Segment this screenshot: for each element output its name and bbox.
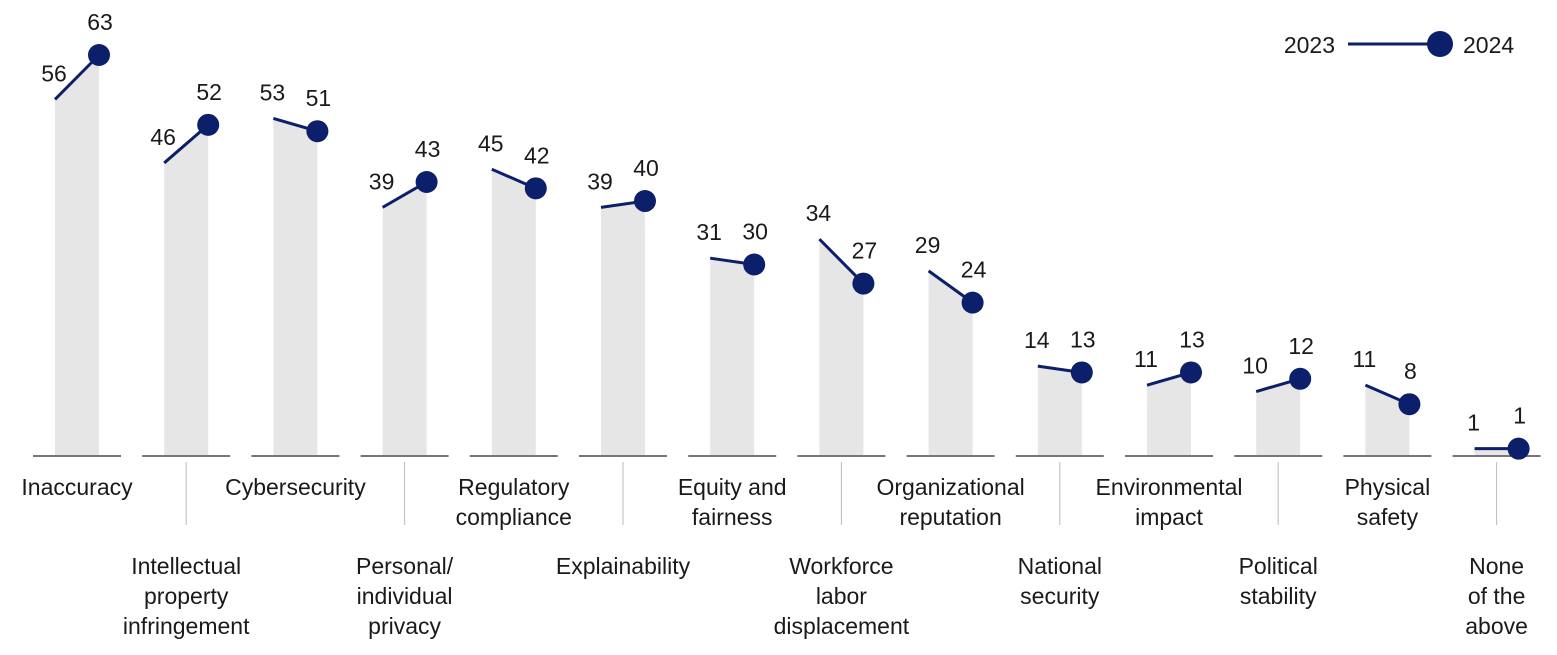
category-label-3-1: individual [357, 583, 453, 609]
legend-label-2024: 2024 [1463, 32, 1514, 58]
category-label-10-0: Environmental [1095, 474, 1242, 500]
series-lines-layer [53, 44, 1530, 460]
category-label-8-0: Organizational [876, 474, 1024, 500]
value-label-2023-12: 11 [1352, 346, 1376, 372]
value-label-2024-13: 1 [1513, 403, 1526, 429]
axis-layer [33, 455, 1541, 525]
category-label-3-0: Personal/ [356, 553, 454, 579]
legend-label-2023: 2023 [1284, 32, 1335, 58]
value-label-2023-5: 39 [587, 168, 613, 194]
category-label-1-1: property [144, 583, 229, 609]
bars-layer [55, 55, 1519, 456]
point-2024-5 [634, 190, 656, 213]
point-2024-7 [852, 272, 875, 295]
category-label-5-0: Explainability [556, 553, 691, 579]
point-2024-6 [743, 253, 766, 276]
category-label-9-1: security [1020, 583, 1100, 609]
category-label-13-1: of the [1468, 583, 1526, 609]
value-label-2024-2: 51 [306, 85, 332, 111]
category-label-3-2: privacy [368, 613, 441, 639]
bar-7 [819, 239, 864, 455]
category-label-12-1: safety [1357, 504, 1419, 530]
value-label-2024-3: 43 [415, 136, 441, 162]
point-2024-4 [524, 177, 547, 200]
category-label-8-1: reputation [899, 504, 1001, 530]
value-label-2023-8: 29 [915, 232, 941, 258]
value-label-2023-2: 53 [260, 79, 286, 105]
category-label-0-0: Inaccuracy [21, 474, 133, 500]
category-label-6-0: Equity and [678, 474, 787, 500]
value-label-2023-1: 46 [150, 124, 176, 150]
value-label-2024-8: 24 [961, 257, 987, 283]
point-2024-10 [1180, 361, 1202, 384]
bar-3 [382, 181, 427, 455]
category-label-4-0: Regulatory [458, 474, 570, 500]
bar-8 [928, 270, 973, 455]
value-label-2024-12: 8 [1404, 358, 1417, 384]
point-2024-8 [961, 291, 984, 314]
bar-5 [601, 201, 645, 455]
point-2024-13 [1507, 437, 1530, 460]
category-label-1-0: Intellectual [131, 553, 241, 579]
value-label-2023-9: 14 [1024, 327, 1050, 353]
category-label-12-0: Physical [1345, 474, 1431, 500]
point-2024-11 [1289, 367, 1312, 390]
category-label-7-2: displacement [774, 613, 910, 639]
bar-13 [1474, 448, 1519, 455]
category-label-6-1: fairness [692, 504, 773, 530]
category-label-2-0: Cybersecurity [225, 474, 366, 500]
bar-4 [491, 169, 536, 456]
point-2024-3 [415, 170, 438, 193]
point-2024-1 [197, 113, 220, 136]
bar-10 [1147, 372, 1191, 455]
value-label-2023-6: 31 [696, 219, 722, 245]
point-2024-0 [88, 44, 110, 66]
value-label-2023-7: 34 [806, 200, 832, 226]
bar-12 [1365, 385, 1410, 455]
value-label-2023-0: 56 [41, 60, 67, 86]
bar-11 [1256, 378, 1301, 455]
value-label-2024-11: 12 [1288, 333, 1314, 359]
value-label-2024-4: 42 [524, 142, 550, 168]
value-label-2024-1: 52 [196, 79, 222, 105]
value-label-2024-5: 40 [633, 155, 659, 181]
category-label-11-1: stability [1240, 583, 1317, 609]
bar-2 [273, 118, 318, 455]
value-label-2023-11: 10 [1242, 353, 1268, 379]
category-label-1-2: infringement [123, 613, 250, 639]
category-label-7-1: labor [816, 583, 867, 609]
point-2024-2 [306, 120, 329, 143]
bar-0 [55, 55, 99, 455]
category-label-4-1: compliance [456, 504, 572, 530]
category-labels-layer: Inaccuracy Intellectual property infringeme… [21, 474, 1528, 639]
category-label-13-2: above [1465, 613, 1528, 639]
legend-dot-2024 [1427, 31, 1453, 57]
category-label-7-0: Workforce [789, 553, 893, 579]
point-2024-9 [1070, 361, 1093, 384]
bar-9 [1037, 366, 1082, 455]
point-2024-12 [1398, 393, 1421, 416]
value-label-2024-6: 30 [742, 219, 768, 245]
bar-1 [164, 124, 209, 455]
value-label-2024-9: 13 [1070, 326, 1096, 352]
value-label-2024-10: 13 [1179, 326, 1205, 352]
category-label-9-0: National [1018, 553, 1102, 579]
value-labels-layer: 56 63 46 52 53 51 39 43 45 42 39 40 31 30 34 27 29 24 14 13… [41, 9, 1526, 436]
value-label-2024-0: 63 [87, 9, 113, 35]
value-label-2024-7: 27 [852, 238, 878, 264]
value-label-2023-10: 11 [1134, 346, 1158, 372]
value-label-2023-3: 39 [369, 168, 395, 194]
category-label-11-0: Political [1239, 553, 1318, 579]
legend: 2023 2024 [1284, 31, 1514, 58]
value-label-2023-13: 1 [1467, 410, 1480, 436]
category-label-13-0: None [1469, 553, 1524, 579]
category-label-10-1: impact [1135, 504, 1203, 530]
value-label-2023-4: 45 [478, 130, 504, 156]
bar-6 [710, 258, 755, 455]
